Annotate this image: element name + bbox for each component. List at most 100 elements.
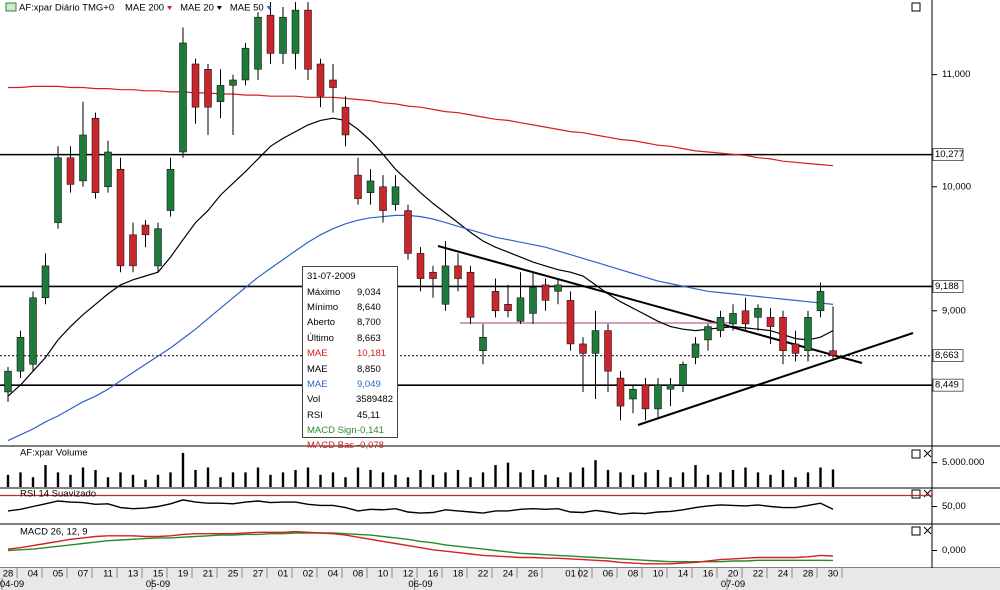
volume-bar — [319, 474, 322, 487]
x-tick-label: 01 — [278, 569, 289, 580]
indicator-line — [7, 499, 834, 515]
level-label-box — [932, 148, 964, 161]
candle-body — [791, 343, 800, 354]
candle-body — [91, 117, 100, 193]
volume-bar — [694, 465, 697, 487]
volume-bar — [69, 474, 72, 487]
volume-bar — [194, 469, 197, 487]
volume-bar — [44, 465, 47, 487]
chart-title: AF:xpar Diário TMG+0 — [19, 3, 114, 14]
candle-body — [454, 265, 462, 279]
candle-body — [441, 265, 450, 305]
tooltip-label: Vol — [307, 394, 321, 406]
tooltip-value: 8,663 — [357, 332, 381, 344]
volume-bar — [381, 472, 385, 487]
candle-body — [666, 384, 675, 390]
candle-body — [541, 284, 550, 301]
close-button[interactable] — [923, 449, 932, 535]
candle-body — [4, 370, 12, 393]
legend-arrow — [167, 6, 173, 10]
window-button[interactable] — [911, 449, 921, 459]
level-label-box — [932, 378, 964, 392]
y-tick-label: 11,000 — [942, 69, 970, 80]
volume-bar — [556, 477, 560, 487]
level-label-box — [932, 280, 964, 293]
candle-body — [41, 265, 50, 299]
candle-body — [291, 9, 300, 54]
x-tick-label: 24 — [503, 569, 514, 580]
volume-bar — [819, 467, 822, 487]
volume-bar — [119, 472, 122, 487]
volume-bar — [306, 467, 310, 487]
x-tick-label: 08 — [353, 569, 364, 580]
window-button[interactable] — [911, 2, 921, 12]
tooltip-label: Mínimo — [307, 301, 339, 313]
volume-bar — [719, 472, 722, 487]
candle-body — [79, 134, 87, 182]
volume-bar — [169, 472, 172, 487]
level-label-box — [932, 349, 964, 363]
level-label: 9,188 — [935, 281, 959, 292]
x-tick-label: 07 — [78, 569, 89, 580]
volume-bar — [6, 474, 10, 487]
volume-bar — [631, 474, 635, 487]
period-label: 05-09 — [146, 579, 170, 590]
period-label: 07-09 — [721, 579, 745, 590]
candle-body — [104, 151, 112, 188]
pane-title: MACD 26, 12, 9 — [20, 527, 88, 538]
candle-body — [529, 287, 537, 314]
legend-entry: MAE 20 — [180, 3, 214, 14]
candle-body — [16, 336, 25, 372]
volume-bar — [94, 469, 97, 487]
x-tick-label: 02 — [578, 569, 589, 580]
x-tick-label: 04 — [28, 569, 39, 580]
x-tick-label: 19 — [178, 569, 189, 580]
volume-bar — [419, 469, 422, 487]
candle-body — [754, 307, 762, 318]
x-tick-label: 20 — [728, 569, 739, 580]
candle-body — [729, 313, 737, 325]
y-tick-label: 50,00 — [942, 501, 966, 512]
volume-bar — [644, 472, 647, 487]
volume-bar — [81, 467, 85, 487]
volume-bar — [744, 467, 747, 487]
x-tick-label: 02 — [303, 569, 314, 580]
candle-body — [354, 174, 362, 199]
tooltip-label: RSI — [307, 409, 323, 421]
candle-body — [29, 297, 37, 365]
volume-bar — [731, 469, 735, 487]
candle-body — [254, 16, 262, 70]
tooltip-label: MAE — [307, 348, 328, 360]
volume-bar — [669, 477, 672, 487]
candle-body — [804, 317, 812, 351]
volume-bar — [19, 472, 22, 487]
legend-entry: MAE 50 — [230, 3, 264, 14]
level-label: 8,663 — [935, 350, 959, 361]
candle-body — [741, 310, 750, 325]
volume-bar — [206, 467, 210, 487]
tooltip-label: MACD Bas — [307, 440, 354, 452]
x-tick-label: 08 — [628, 569, 639, 580]
indicator-line — [7, 530, 834, 565]
x-tick-label: 16 — [428, 569, 439, 580]
tooltip-row: RSI 45,11 — [307, 408, 393, 423]
moving-average — [8, 85, 834, 167]
x-tick-label: 30 — [828, 569, 839, 580]
window-button[interactable] — [911, 526, 921, 536]
candle-body — [691, 343, 700, 358]
x-tick-label: 05 — [53, 569, 64, 580]
candle-body — [416, 253, 425, 279]
volume-bar — [469, 477, 472, 487]
candle-body — [216, 85, 225, 102]
volume-bar — [544, 474, 547, 487]
window-button[interactable] — [911, 489, 921, 499]
volume-bar — [106, 477, 110, 487]
candle-body — [816, 291, 825, 312]
tooltip-label: Aberto — [307, 317, 335, 329]
legend-entry: MAE 200 — [125, 3, 164, 14]
volume-bar — [344, 477, 347, 487]
tooltip-value: 3589482 — [356, 394, 393, 406]
tooltip-value: 45,11 — [357, 409, 381, 421]
volume-bar — [606, 469, 610, 487]
